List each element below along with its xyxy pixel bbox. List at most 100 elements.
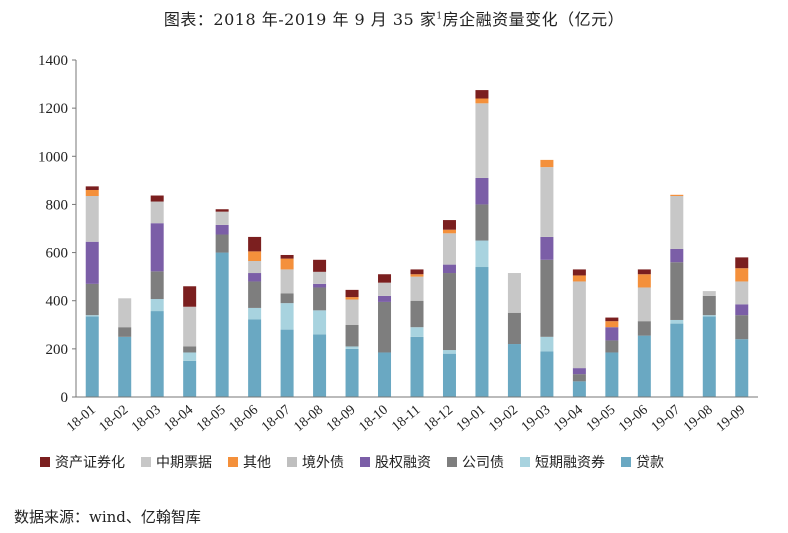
- legend-item: 境外债: [287, 452, 344, 472]
- legend-label: 公司债: [462, 455, 504, 471]
- bar-segment: [280, 329, 294, 397]
- legend-item: 资产证券化: [40, 452, 125, 472]
- bar-segment: [637, 287, 651, 322]
- legend-swatch: [621, 457, 631, 467]
- bar-segment: [735, 304, 749, 316]
- legend-swatch: [520, 457, 530, 467]
- y-tick-label: 0: [61, 390, 69, 406]
- x-tick-label: 18-04: [162, 403, 197, 435]
- legend-swatch: [40, 457, 50, 467]
- bar-segment: [670, 262, 684, 320]
- bar-segment: [702, 295, 716, 316]
- bar-segment: [572, 281, 586, 369]
- bar-segment: [572, 275, 586, 282]
- bar-segment: [378, 282, 392, 296]
- bar-segment: [670, 248, 684, 263]
- bar-segment: [150, 201, 164, 224]
- bar-segment: [313, 271, 327, 284]
- bar-segment: [507, 344, 521, 397]
- bar-segment: [248, 307, 262, 320]
- bar-segment: [702, 316, 716, 397]
- bar-segment: [442, 220, 456, 230]
- bar-segment: [280, 303, 294, 330]
- bar-segment: [475, 90, 489, 99]
- bar-segment: [85, 315, 99, 317]
- x-tick-label: 18-02: [97, 403, 132, 435]
- bar-segment: [670, 323, 684, 397]
- bar-segment: [345, 297, 359, 300]
- bar-segment: [410, 269, 424, 275]
- bar-segment: [280, 269, 294, 294]
- bar-segment: [85, 189, 99, 197]
- bar-segment: [410, 274, 424, 277]
- bar-segment: [637, 335, 651, 397]
- bar-segment: [735, 281, 749, 305]
- x-tick-label: 18-01: [64, 403, 99, 435]
- legend-swatch: [228, 457, 238, 467]
- bar-segment: [540, 236, 554, 260]
- bar-segment: [540, 351, 554, 397]
- y-tick-label: 600: [46, 246, 69, 262]
- legend-item: 公司债: [447, 452, 504, 472]
- bar-segment: [442, 353, 456, 397]
- bar-segment: [280, 258, 294, 270]
- chart-legend: 资产证券化 中期票据 其他 境外债 股权融资 公司债 短期融资券 贷款: [40, 452, 664, 472]
- legend-label: 中期票据: [156, 455, 212, 471]
- bar-segment: [475, 240, 489, 268]
- bar-segment: [85, 241, 99, 284]
- bar-segment: [85, 283, 99, 316]
- y-tick-label: 800: [46, 197, 69, 213]
- bar-segment: [735, 315, 749, 340]
- bar-segment: [150, 299, 164, 312]
- legend-item: 其他: [228, 452, 271, 472]
- bar-segment: [702, 315, 716, 317]
- bar-segment: [670, 319, 684, 324]
- bar-segment: [507, 273, 521, 313]
- bar-segment: [183, 306, 197, 347]
- bar-segment: [702, 291, 716, 296]
- chart-title: 图表：2018 年-2019 年 9 月 35 家1房企融资量变化（亿元）: [0, 6, 788, 30]
- bar-segment: [215, 224, 229, 235]
- x-tick-label: 19-09: [714, 403, 749, 435]
- bar-segment: [215, 252, 229, 397]
- bar-segment: [572, 374, 586, 382]
- bar-segment: [637, 274, 651, 288]
- y-tick-label: 400: [46, 294, 69, 310]
- y-tick-label: 1200: [38, 101, 68, 117]
- chart-title-footnote: 1: [436, 11, 443, 22]
- legend-item: 中期票据: [141, 452, 212, 472]
- bar-segment: [735, 268, 749, 282]
- bar-segment: [248, 251, 262, 261]
- x-tick-label: 18-12: [421, 403, 456, 435]
- x-tick-label: 19-01: [454, 403, 489, 435]
- bar-segment: [442, 229, 456, 234]
- bar-segment: [410, 300, 424, 328]
- legend-item: 贷款: [621, 452, 664, 472]
- x-tick-label: 19-03: [519, 403, 554, 435]
- bar-segment: [248, 319, 262, 397]
- bar-segment: [442, 350, 456, 354]
- x-tick-label: 19-04: [551, 403, 586, 435]
- x-tick-label: 18-09: [324, 403, 359, 435]
- bar-segment: [475, 204, 489, 241]
- bar-segment: [572, 381, 586, 397]
- bar-segment: [605, 327, 619, 341]
- legend-label: 资产证券化: [55, 455, 125, 471]
- bar-segment: [410, 276, 424, 301]
- bar-segment: [605, 340, 619, 353]
- bar-segment: [150, 195, 164, 202]
- bar-segment: [475, 98, 489, 104]
- legend-label: 贷款: [636, 455, 664, 471]
- legend-item: 短期融资券: [520, 452, 605, 472]
- bar-segment: [118, 298, 132, 328]
- bar-segment: [378, 295, 392, 302]
- x-tick-label: 19-05: [584, 403, 619, 435]
- legend-label: 股权融资: [375, 455, 431, 471]
- bar-segment: [540, 259, 554, 337]
- bar-segment: [410, 336, 424, 397]
- legend-label: 其他: [243, 455, 271, 471]
- bar-segment: [378, 274, 392, 283]
- bar-segment: [280, 293, 294, 304]
- chart-title-tail: 房企融资量变化（亿元）: [442, 10, 625, 29]
- y-tick-label: 200: [46, 342, 69, 358]
